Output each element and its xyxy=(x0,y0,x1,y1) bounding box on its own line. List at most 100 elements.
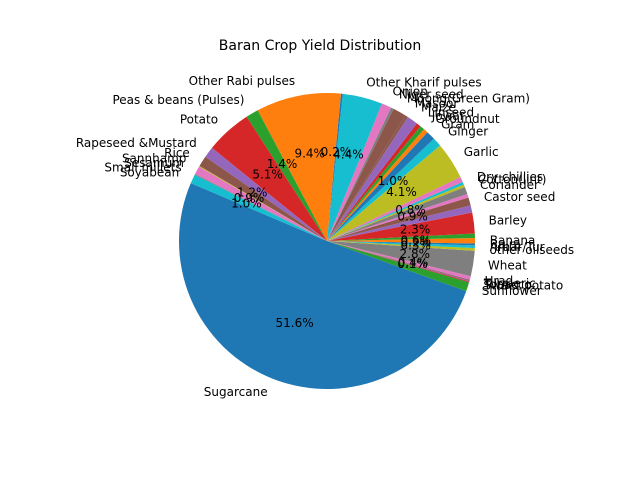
slice-label: Dry chillies xyxy=(477,170,543,184)
pie-slice xyxy=(327,205,473,241)
pie-slice xyxy=(327,132,434,241)
slice-label: Other Kharif pulses xyxy=(366,76,481,90)
pie-slice xyxy=(327,103,392,241)
slice-percent-label: 9.4% xyxy=(294,146,325,160)
pie-slice xyxy=(178,183,467,390)
slice-percent-label: 1.0% xyxy=(378,174,409,188)
slice-label: Masoor xyxy=(415,96,459,110)
pie-slice xyxy=(327,241,470,292)
slice-label: Rice xyxy=(164,146,190,160)
slice-label: Linseed xyxy=(428,106,474,120)
pie-slice xyxy=(205,147,327,241)
slice-label: Jowar xyxy=(431,109,465,123)
slice-label: Castor seed xyxy=(484,190,555,204)
pie-slice xyxy=(257,92,341,241)
slice-label: Turmeric xyxy=(483,277,536,291)
pie-slice xyxy=(327,241,470,282)
chart-title: Baran Crop Yield Distribution xyxy=(219,38,421,54)
pie-slice xyxy=(327,129,428,241)
slice-label: Soyabean xyxy=(120,165,179,179)
pie-slice xyxy=(327,107,394,241)
slice-label: Rapeseed &Mustard xyxy=(76,136,197,150)
slice-percent-label: 4.1% xyxy=(386,185,417,199)
slice-label: Sesamum xyxy=(124,156,184,170)
slice-label: Barley xyxy=(489,214,527,228)
pie-slice xyxy=(327,123,421,241)
pie-slice xyxy=(327,117,417,241)
slice-label: Sugarcane xyxy=(204,385,268,399)
slice-percent-label: 0.6% xyxy=(401,233,432,247)
slice-label: Niger seed xyxy=(399,87,464,101)
pie-percent-labels: 51.6%0.1%0.4%2.8%0.3%0.2%0.6%2.3%0.9%0.8… xyxy=(231,145,431,330)
slice-label: Other Rabi pulses xyxy=(189,74,296,88)
slice-label: Garlic xyxy=(464,145,499,159)
pie-slice xyxy=(194,174,327,241)
pie-slice xyxy=(327,241,470,283)
slice-label: Sannhamp xyxy=(122,151,186,165)
slice-percent-label: 1.0% xyxy=(231,196,262,210)
slice-label: Moong(Green Gram) xyxy=(407,92,530,106)
pie-slice xyxy=(195,166,327,241)
slice-percent-label: 0.2% xyxy=(401,236,432,250)
pie-slice xyxy=(327,193,469,241)
slice-label: Sunflower xyxy=(482,284,542,298)
slice-percent-label: 0.8% xyxy=(395,203,426,217)
slice-label: Coriander xyxy=(480,178,539,192)
slice-label: Sweet potato xyxy=(483,279,563,293)
slice-label: Wheat xyxy=(488,258,527,272)
pie-slice xyxy=(327,241,475,277)
slice-label: Small millets xyxy=(104,160,181,174)
pie-slice xyxy=(327,176,463,241)
pie-slice xyxy=(327,138,441,241)
pie-slice xyxy=(327,233,475,241)
slice-percent-label: 0.2% xyxy=(321,145,352,159)
pie-slice xyxy=(327,212,475,241)
pie-slice xyxy=(327,238,476,244)
pie-slice xyxy=(327,93,343,241)
slice-percent-label: 2.8% xyxy=(400,247,431,261)
pie-slice xyxy=(327,184,465,241)
pie-slice xyxy=(190,174,327,241)
pie-slice xyxy=(327,241,475,246)
pie-slice xyxy=(327,241,470,281)
pie-slice xyxy=(327,187,468,241)
slice-label: Peas & beans (Pulses) xyxy=(112,93,244,107)
slice-percent-label: 51.6% xyxy=(276,316,314,330)
slice-label: Gram xyxy=(441,117,474,131)
pie-slice xyxy=(327,241,471,280)
slice-percent-label: 0.4% xyxy=(398,256,429,270)
pie-slice xyxy=(327,93,382,241)
pie-slice xyxy=(211,116,327,241)
pie-slice xyxy=(327,115,408,241)
slice-percent-label: 0.3% xyxy=(400,239,431,253)
pie-slice xyxy=(327,197,471,241)
slice-label: Banana xyxy=(490,233,536,247)
pie-slice xyxy=(198,165,327,241)
pie-slice xyxy=(327,108,406,241)
slice-label: Cotton(lint) xyxy=(478,173,546,187)
slice-percent-label: 1.4% xyxy=(267,157,298,171)
slice-label: Tobacco xyxy=(483,278,532,292)
slice-label: Ginger xyxy=(448,125,488,139)
slice-percent-label: 0.1% xyxy=(397,257,428,271)
pie-slice xyxy=(327,181,464,241)
pie-slices xyxy=(178,92,476,390)
slice-percent-label: 4.4% xyxy=(333,147,364,161)
slice-label: Groundnut xyxy=(436,112,500,126)
slice-percent-label: 0.9% xyxy=(234,191,265,205)
slice-percent-label: 1.2% xyxy=(237,186,268,200)
pie-slice xyxy=(199,156,327,241)
pie-slice xyxy=(327,241,475,249)
pie-slice xyxy=(327,145,461,241)
pie-slice xyxy=(246,110,327,241)
slice-label: Urad xyxy=(485,274,514,288)
slice-label: other oilseeds xyxy=(490,243,575,257)
slice-label: Bajra xyxy=(490,237,521,251)
slice-label: Onion xyxy=(393,84,428,98)
slice-label: Arhar/Tur xyxy=(490,240,545,254)
slice-label: Potato xyxy=(180,113,218,127)
slice-percent-label: 5.1% xyxy=(252,168,283,182)
slice-percent-label: 0.9% xyxy=(397,210,428,224)
